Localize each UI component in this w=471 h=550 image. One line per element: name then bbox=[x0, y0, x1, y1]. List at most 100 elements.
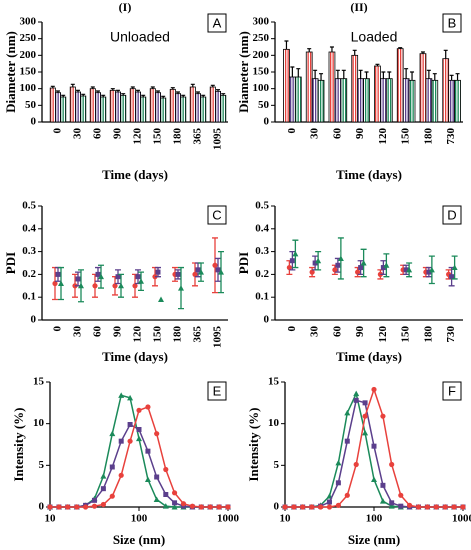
y-tick-label: 10 bbox=[268, 417, 280, 429]
bar bbox=[289, 76, 296, 123]
error-bar bbox=[387, 71, 392, 79]
marker bbox=[335, 502, 341, 508]
bar bbox=[385, 78, 393, 123]
marker bbox=[162, 503, 169, 509]
marker bbox=[406, 266, 413, 273]
marker bbox=[353, 390, 360, 397]
error-bar bbox=[50, 85, 55, 88]
error-bar bbox=[432, 73, 437, 81]
panel-label-box bbox=[442, 381, 462, 401]
marker bbox=[78, 282, 84, 289]
marker bbox=[144, 476, 151, 482]
marker bbox=[115, 274, 121, 280]
y-tick-label: 15 bbox=[268, 376, 280, 388]
marker bbox=[136, 407, 142, 413]
x-tick-label: 150 bbox=[152, 128, 164, 145]
marker bbox=[451, 504, 457, 510]
y-tick-label: 0.4 bbox=[22, 222, 36, 234]
error-bar bbox=[110, 88, 115, 91]
marker bbox=[389, 500, 395, 506]
panel-label-box bbox=[207, 205, 227, 225]
bar bbox=[283, 48, 290, 123]
y-tick-label: 0.2 bbox=[255, 268, 269, 280]
marker bbox=[216, 504, 222, 510]
marker bbox=[344, 409, 351, 416]
bar bbox=[120, 94, 127, 123]
error-bar bbox=[307, 48, 312, 52]
marker bbox=[207, 504, 213, 510]
marker bbox=[100, 486, 106, 492]
bar bbox=[69, 86, 76, 123]
marker bbox=[95, 271, 101, 277]
marker bbox=[355, 269, 361, 275]
error-bar bbox=[398, 47, 403, 49]
y-tick-label: 300 bbox=[253, 16, 270, 28]
bar bbox=[396, 48, 404, 123]
bar bbox=[174, 93, 181, 123]
bar bbox=[357, 78, 364, 123]
error-bar bbox=[296, 68, 301, 77]
panel-label: D bbox=[447, 207, 456, 222]
marker bbox=[389, 461, 395, 468]
marker bbox=[91, 497, 97, 503]
y-axis-label: Diameter (nm) bbox=[236, 31, 251, 113]
x-tick-label: 0 bbox=[286, 128, 298, 134]
marker bbox=[335, 262, 341, 268]
bar bbox=[109, 89, 116, 123]
bar bbox=[180, 96, 187, 123]
marker bbox=[379, 498, 386, 504]
marker bbox=[158, 296, 164, 302]
y-tick-label: 5 bbox=[39, 459, 45, 471]
error-bar bbox=[90, 86, 95, 89]
bar bbox=[149, 88, 156, 123]
error-bar bbox=[352, 49, 357, 56]
error-bar bbox=[290, 66, 295, 77]
x-axis-label: Time (days) bbox=[336, 349, 402, 364]
bar bbox=[328, 51, 336, 123]
bar bbox=[334, 78, 342, 123]
marker bbox=[132, 283, 138, 289]
bar bbox=[294, 76, 302, 123]
marker bbox=[118, 282, 124, 289]
bar bbox=[425, 78, 433, 123]
bar bbox=[442, 58, 450, 123]
bar bbox=[305, 51, 313, 123]
marker bbox=[171, 490, 178, 496]
marker bbox=[192, 271, 198, 277]
marker bbox=[65, 504, 71, 510]
x-tick-label: 30 bbox=[72, 128, 84, 140]
x-tick-label: 0 bbox=[52, 326, 64, 332]
bar bbox=[209, 86, 216, 123]
error-bar bbox=[455, 73, 460, 81]
error-bar bbox=[404, 68, 409, 79]
error-bar bbox=[381, 71, 386, 79]
panel-label: E bbox=[213, 383, 222, 398]
y-tick-label: 0.3 bbox=[255, 245, 269, 257]
error-bar bbox=[136, 89, 140, 92]
annotation: Unloaded bbox=[110, 29, 170, 45]
marker bbox=[91, 503, 98, 509]
marker bbox=[353, 461, 359, 468]
bar bbox=[351, 54, 359, 123]
marker bbox=[286, 264, 292, 271]
x-tick-label: 150 bbox=[400, 128, 412, 145]
y-axis-label: Intensity (%) bbox=[11, 407, 26, 481]
error-bar bbox=[96, 90, 100, 93]
bar bbox=[220, 94, 227, 123]
marker bbox=[75, 276, 81, 282]
panel-label-box bbox=[207, 13, 227, 33]
error-bar bbox=[141, 94, 146, 97]
error-bar bbox=[190, 83, 195, 87]
bar bbox=[408, 79, 416, 123]
x-axis-label: Size (nm) bbox=[113, 532, 165, 547]
x-tick-label: 90 bbox=[354, 128, 366, 140]
y-axis-label: Diameter (nm) bbox=[3, 31, 18, 113]
marker bbox=[109, 464, 115, 470]
error-bar bbox=[364, 71, 369, 79]
x-tick-label: 30 bbox=[309, 128, 321, 140]
marker bbox=[127, 394, 134, 401]
y-tick-label: 300 bbox=[20, 16, 37, 28]
marker bbox=[171, 504, 178, 510]
bar bbox=[340, 78, 348, 123]
x-tick-label: 1095 bbox=[212, 128, 224, 151]
